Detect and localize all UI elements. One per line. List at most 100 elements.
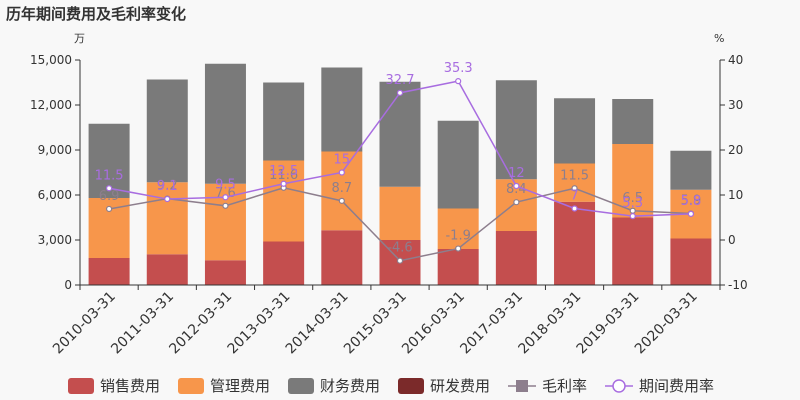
legend-marker: [612, 379, 626, 393]
y-left-tick-label: 9,000: [38, 143, 72, 157]
bar-segment: [495, 231, 537, 285]
y-right-unit: %: [714, 32, 724, 45]
data-label: -1.9: [445, 229, 470, 244]
line-point: [629, 213, 636, 220]
y-left-unit: 万: [74, 32, 85, 45]
bar-segment: [146, 182, 188, 255]
y-left-tick-label: 0: [64, 278, 72, 292]
line-point: [513, 182, 520, 190]
legend-label: 研发费用: [430, 377, 490, 395]
line-point: [571, 205, 578, 212]
data-label: 9.5: [215, 177, 236, 192]
data-label: 8.4: [506, 182, 527, 197]
legend-label: 管理费用: [210, 377, 270, 395]
y-right-tick-label: 0: [728, 233, 736, 247]
data-label: 11.5: [560, 168, 589, 183]
y-left-tick-label: 15,000: [30, 53, 72, 67]
bar-segment: [204, 260, 246, 285]
data-label: 5.3: [622, 196, 643, 211]
line-point: [513, 199, 520, 206]
data-label: 9.2: [157, 179, 178, 194]
legend-item: 毛利率: [508, 377, 587, 395]
data-label: 32.7: [386, 73, 415, 88]
bar-segment: [554, 163, 596, 202]
data-label: 8.7: [331, 181, 352, 196]
bar-segment: [554, 201, 596, 285]
legend-label: 毛利率: [542, 377, 587, 395]
line-point: [396, 257, 404, 264]
legend: 销售费用 管理费用 财务费用 研发费用 毛利率 期间费用率: [68, 377, 714, 395]
bar-segment: [437, 120, 479, 209]
line-point: [222, 194, 229, 201]
data-label: 15: [334, 153, 351, 168]
line-point: [222, 202, 229, 209]
y-right-tick-label: -10: [728, 278, 748, 292]
legend-swatch: [288, 378, 314, 394]
legend-label: 销售费用: [100, 377, 160, 395]
y-left-tick-label: 3,000: [38, 233, 72, 247]
bar-segment: [263, 82, 305, 161]
bar-segment: [146, 254, 188, 285]
legend-swatch: [398, 378, 424, 394]
legend-label: 财务费用: [320, 377, 380, 395]
data-label: 12: [508, 166, 525, 181]
bar-segment: [437, 249, 479, 285]
bar-segment: [670, 238, 712, 285]
data-label: 6.5: [622, 191, 643, 206]
bar-segment: [612, 99, 654, 144]
x-tick-labels: 2010-03-312011-03-312012-03-312013-03-31…: [50, 289, 701, 358]
bar-segment: [554, 98, 596, 164]
data-label: 6.9: [99, 189, 120, 204]
bar-segment: [495, 80, 537, 180]
bar-segment: [321, 67, 363, 152]
y-left-tick-label: 6,000: [38, 188, 72, 202]
data-label: 11.6: [269, 168, 298, 183]
y-left-tick-label: 12,000: [30, 98, 72, 112]
y-right-tick-label: 30: [728, 98, 743, 112]
line-point: [338, 169, 345, 176]
line-point: [105, 205, 113, 213]
bar-segment: [146, 79, 188, 183]
legend-marker: [516, 380, 528, 392]
bar-segment: [670, 150, 712, 190]
bar-segment: [263, 241, 305, 285]
bar-segment: [379, 81, 421, 187]
y-axis-right: 40 30 20 10 0 -10: [719, 53, 748, 292]
line-group: 6.99.2 7.611.68.7-4.6-1.98.411.56.5 5.911.…: [95, 61, 702, 264]
line-point: [571, 185, 578, 192]
y-axis-left: 15,000 12,000 9,000 6,000 3,000 0: [30, 53, 81, 292]
data-label: 12.5: [269, 164, 298, 179]
line-point: [396, 89, 404, 96]
legend-item: 管理费用: [178, 377, 270, 395]
line-point: [338, 197, 345, 204]
data-label: 9.1: [157, 179, 178, 194]
bar-segment: [204, 63, 246, 184]
legend-item: 期间费用率: [605, 377, 714, 395]
data-label: 5.8: [681, 194, 702, 209]
bar-segment: [321, 151, 363, 231]
legend-item: 销售费用: [68, 377, 160, 395]
x-axis: [79, 284, 721, 290]
data-label: 35.3: [444, 61, 473, 76]
bar-group: [88, 63, 712, 285]
line-point: [687, 210, 695, 217]
line-point: [105, 185, 113, 192]
data-label: 7: [570, 189, 578, 204]
legend-swatch: [178, 378, 204, 394]
line-point: [280, 180, 287, 187]
legend-label: 期间费用率: [639, 377, 714, 395]
bar-segment: [321, 230, 363, 285]
data-label: 11.5: [95, 168, 124, 183]
line-point: [164, 195, 171, 203]
legend-item: 研发费用: [398, 377, 490, 395]
line-point: [455, 78, 462, 85]
x-tick-label: 2020-03-31: [632, 289, 701, 358]
bar-segment: [437, 208, 479, 249]
bar-segment: [612, 217, 654, 285]
line-point: [455, 245, 462, 252]
bar-segment: [263, 160, 305, 242]
legend-item: 财务费用: [288, 377, 380, 395]
y-right-tick-label: 20: [728, 143, 743, 157]
bar-segment: [88, 258, 130, 285]
